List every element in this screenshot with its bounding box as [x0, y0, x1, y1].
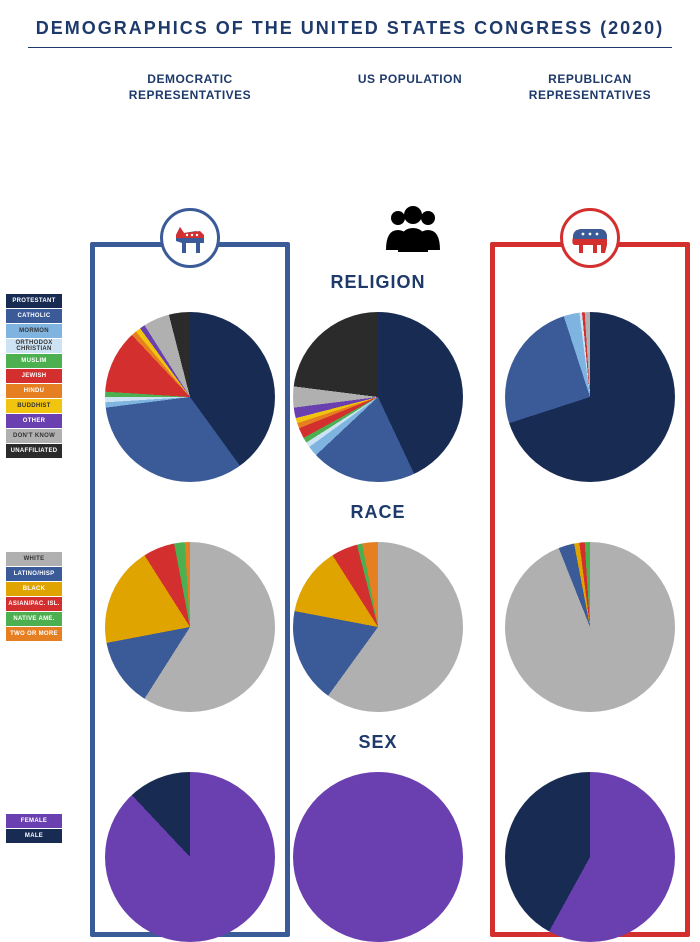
- pie-sex-rep: [505, 772, 675, 942]
- legend-item: MORMON: [6, 324, 62, 338]
- legend-item: ASIAN/PAC. ISL.: [6, 597, 62, 611]
- section-label-religion: RELIGION: [288, 272, 468, 293]
- population-people-icon: [378, 206, 448, 257]
- rep-party-icon: [560, 208, 620, 268]
- legend-item: DON'T KNOW: [6, 429, 62, 443]
- title-divider: [28, 47, 672, 48]
- donkey-icon: [170, 221, 210, 255]
- column-header-pop: US POPULATION: [320, 72, 500, 88]
- pie-race-pop: [293, 542, 463, 712]
- pie-religion-pop: [293, 312, 463, 482]
- legend-item: BUDDHIST: [6, 399, 62, 413]
- pie-religion-rep: [505, 312, 675, 482]
- page-title: DEMOGRAPHICS OF THE UNITED STATES CONGRE…: [0, 0, 700, 47]
- legend-item: WHITE: [6, 552, 62, 566]
- pie-sex-dem: [105, 772, 275, 942]
- legend-item: FEMALE: [6, 814, 62, 828]
- legend-item: NATIVE AME.: [6, 612, 62, 626]
- legend-sex: FEMALEMALE: [6, 814, 62, 843]
- pie-religion-dem: [105, 312, 275, 482]
- column-header-rep: REPUBLICANREPRESENTATIVES: [500, 72, 680, 103]
- legend-item: HINDU: [6, 384, 62, 398]
- dem-party-icon: [160, 208, 220, 268]
- pie-race-dem: [105, 542, 275, 712]
- section-label-race: RACE: [288, 502, 468, 523]
- legend-item: JEWISH: [6, 369, 62, 383]
- pie-race-rep: [505, 542, 675, 712]
- legend-item: ORTHODOX CHRISTIAN: [6, 339, 62, 353]
- legend-item: TWO OR MORE: [6, 627, 62, 641]
- pie-sex-pop: [293, 772, 463, 942]
- legend-item: BLACK: [6, 582, 62, 596]
- legend-item: MUSLIM: [6, 354, 62, 368]
- legend-item: PROTESTANT: [6, 294, 62, 308]
- column-header-dem: DEMOCRATICREPRESENTATIVES: [100, 72, 280, 103]
- legend-religion: PROTESTANTCATHOLICMORMONORTHODOX CHRISTI…: [6, 294, 62, 458]
- legend-race: WHITELATINO/HISPBLACKASIAN/PAC. ISL.NATI…: [6, 552, 62, 641]
- legend-item: LATINO/HISP: [6, 567, 62, 581]
- legend-item: CATHOLIC: [6, 309, 62, 323]
- legend-item: UNAFFILIATED: [6, 444, 62, 458]
- section-label-sex: SEX: [288, 732, 468, 753]
- legend-item: MALE: [6, 829, 62, 843]
- legend-item: OTHER: [6, 414, 62, 428]
- elephant-icon: [569, 221, 611, 255]
